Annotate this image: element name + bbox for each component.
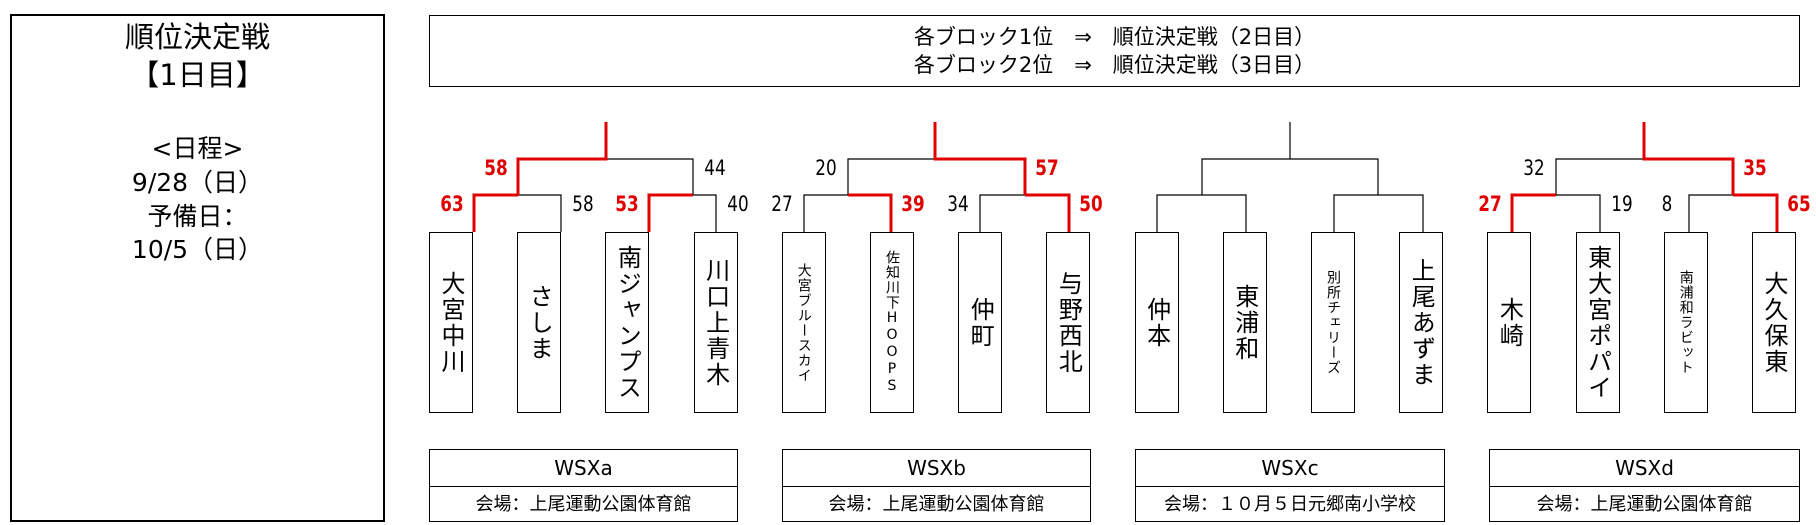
winner-path [933, 122, 1027, 195]
winner-path [472, 193, 518, 232]
match-line [648, 194, 717, 232]
team-box: 上尾あずま [1399, 232, 1444, 413]
team-name: 上尾あずま [1407, 257, 1436, 388]
winner-path [647, 193, 693, 232]
score-label: 20 [815, 156, 837, 180]
match-line [803, 194, 892, 232]
team-box: 仲本 [1134, 232, 1179, 413]
score-label: 27 [771, 192, 793, 216]
note-line-2: 各ブロック2位 ⇒ 順位決定戦（3日目） [913, 53, 1316, 77]
team-name: 東大宮ポパイ [1583, 244, 1612, 401]
team-box: 東大宮ポパイ [1575, 232, 1620, 413]
note-line-1: 各ブロック1位 ⇒ 順位決定戦（2日目） [913, 25, 1316, 49]
team-box: 南ジャンプス [605, 232, 650, 413]
team-name: 大宮ブルースカイ [795, 262, 812, 383]
score-label: 19 [1611, 192, 1633, 216]
reserve-label: 予備日： [147, 202, 248, 231]
score-label: 40 [727, 192, 749, 216]
venue-label: 会場：上尾運動公園体育館 [475, 494, 692, 515]
score-label: 57 [1035, 156, 1059, 180]
score-label: 34 [947, 192, 969, 216]
team-box: 大久保東 [1752, 232, 1796, 413]
team-box: 佐知川下HOOPS [870, 232, 914, 413]
score-label: 32 [1523, 156, 1545, 180]
block-venue-box: WSXb 会場：上尾運動公園体育館 [782, 449, 1091, 522]
team-name: 大宮中川 [437, 270, 465, 375]
team-box: 木崎 [1487, 232, 1532, 413]
venue-label: 会場：１０月５日元郷南小学校 [1164, 494, 1416, 515]
team-box: 与野西北 [1046, 232, 1091, 413]
winner-path [1025, 193, 1071, 232]
team-name: 与野西北 [1054, 270, 1083, 375]
semifinal-line [1201, 158, 1379, 195]
team-name: 南ジャンプス [613, 244, 642, 401]
semifinal-line [517, 158, 694, 195]
winner-path [1733, 193, 1779, 232]
team-box: 川口上青木 [693, 232, 738, 413]
team-box: 別所チェリーズ [1311, 232, 1355, 413]
block-venue-box: WSXa 会場：上尾運動公園体育館 [429, 449, 738, 522]
venue-label: 会場：上尾運動公園体育館 [828, 494, 1045, 515]
team-box: 東浦和 [1222, 232, 1267, 413]
team-name: 別所チェリーズ [1325, 270, 1341, 375]
score-label: 65 [1787, 192, 1811, 216]
winner-path [516, 122, 608, 195]
block-name: WSXb [783, 450, 1090, 487]
winner-path [1510, 193, 1556, 232]
block-name: WSXa [430, 450, 737, 487]
team-box: 南浦和ラビット [1663, 232, 1708, 413]
team-name: 東浦和 [1230, 283, 1259, 362]
score-label: 53 [615, 192, 639, 216]
team-name: さしま [525, 283, 554, 362]
venue-label: 会場：上尾運動公園体育館 [1536, 494, 1753, 515]
semifinal-line [847, 158, 1026, 195]
match-line [1688, 194, 1778, 232]
team-box: 仲町 [958, 232, 1003, 413]
score-label: 35 [1743, 156, 1767, 180]
schedule-label: <日程> [151, 134, 244, 163]
semifinal-line [1555, 158, 1734, 195]
score-label: 27 [1478, 192, 1502, 216]
winner-path [1642, 122, 1735, 195]
block-venue-box: WSXc 会場：１０月５日元郷南小学校 [1135, 449, 1445, 522]
team-box: さしま [517, 232, 562, 413]
block-venue-box: WSXd 会場：上尾運動公園体育館 [1489, 449, 1800, 522]
score-label: 8 [1661, 192, 1673, 216]
team-name: 川口上青木 [701, 257, 730, 388]
block-name: WSXd [1490, 450, 1799, 487]
block-name: WSXc [1136, 450, 1444, 487]
match-line [473, 194, 562, 232]
match-line [1333, 194, 1424, 232]
score-label: 58 [572, 192, 594, 216]
team-name: 大久保東 [1760, 270, 1788, 375]
score-label: 50 [1079, 192, 1103, 216]
team-name: 仲本 [1142, 296, 1171, 349]
winner-path [848, 193, 893, 232]
match-line [979, 194, 1070, 232]
info-title: 順位決定戦 [124, 20, 270, 54]
schedule-date: 9/28（日） [131, 168, 264, 197]
team-name: 木崎 [1495, 296, 1524, 349]
score-label: 58 [484, 156, 508, 180]
team-name: 仲町 [966, 296, 995, 349]
info-panel: 順位決定戦 【1日目】 <日程> 9/28（日） 予備日： 10/5（日） [10, 14, 385, 522]
match-line [1511, 194, 1601, 232]
advancement-notes: 各ブロック1位 ⇒ 順位決定戦（2日目） 各ブロック2位 ⇒ 順位決定戦（3日目… [429, 15, 1800, 87]
team-box: 大宮中川 [429, 232, 473, 413]
team-name: 佐知川下HOOPS [884, 250, 900, 395]
score-label: 39 [901, 192, 925, 216]
team-box: 大宮ブルースカイ [781, 232, 826, 413]
score-label: 44 [704, 156, 726, 180]
info-day: 【1日目】 [130, 58, 265, 92]
reserve-date: 10/5（日） [131, 235, 264, 264]
score-label: 63 [440, 192, 464, 216]
match-line [1156, 194, 1247, 232]
team-name: 南浦和ラビット [1677, 270, 1694, 375]
